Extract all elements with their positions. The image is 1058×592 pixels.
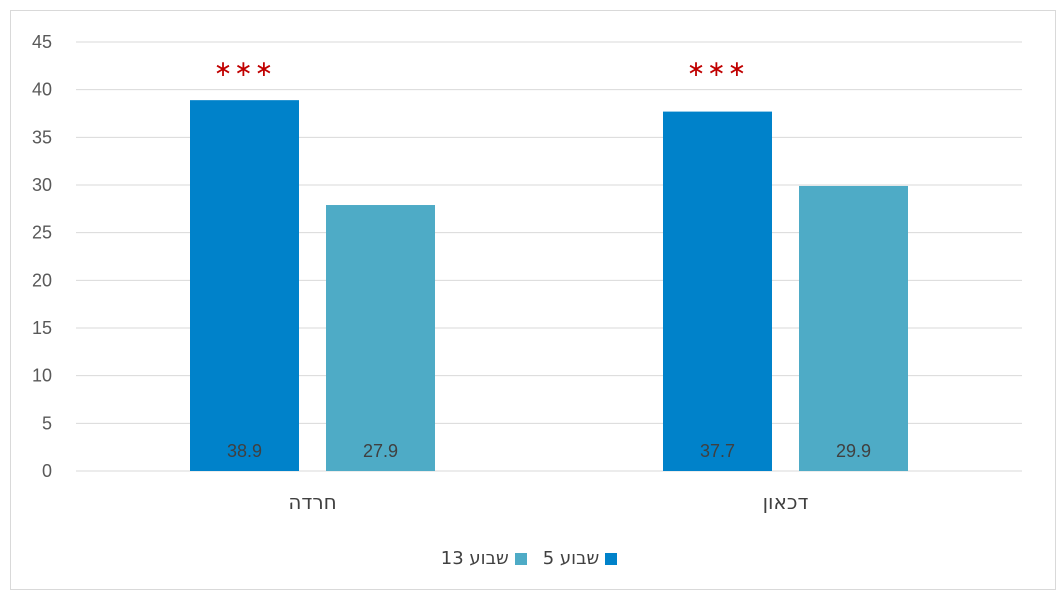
bar [663,111,772,472]
legend-label-week5: שבוע 5 [542,548,600,569]
y-tick-label: 25 [32,223,52,243]
y-tick-label: 5 [42,413,52,433]
y-tick-label: 20 [32,270,52,290]
significance-marker: ∗∗∗ [214,57,275,82]
bars [190,100,908,472]
legend-label-week13: שבוע 13 [440,548,509,569]
y-tick-label: 10 [32,366,52,386]
category-label: דכאון [763,490,809,514]
data-label: 29.9 [836,441,871,461]
legend-item-week5: שבוע 5 [543,548,618,569]
y-tick-label: 40 [32,80,52,100]
legend: שבוע 5 שבוע 13 [0,548,1058,569]
y-tick-label: 0 [42,461,52,481]
category-labels: חרדה דכאון [288,490,808,514]
y-tick-label: 35 [32,127,52,147]
significance-marker: ∗∗∗ [687,57,748,82]
significance-markers: ∗∗∗ ∗∗∗ [214,57,748,82]
y-tick-label: 15 [32,318,52,338]
bar [799,185,908,471]
data-label: 38.9 [227,441,262,461]
y-axis-ticks: 0 5 10 15 20 25 30 35 40 45 [32,32,52,481]
y-tick-label: 45 [32,32,52,52]
legend-swatch-week13 [514,552,527,565]
bar [326,205,435,471]
data-label: 37.7 [700,441,735,461]
data-labels: 38.9 27.9 37.7 29.9 [227,441,871,461]
legend-item-week13: שבוע 13 [441,548,527,569]
y-tick-label: 30 [32,175,52,195]
legend-swatch-week5 [605,552,618,565]
data-label: 27.9 [363,441,398,461]
bar [190,100,299,472]
category-label: חרדה [288,490,336,514]
